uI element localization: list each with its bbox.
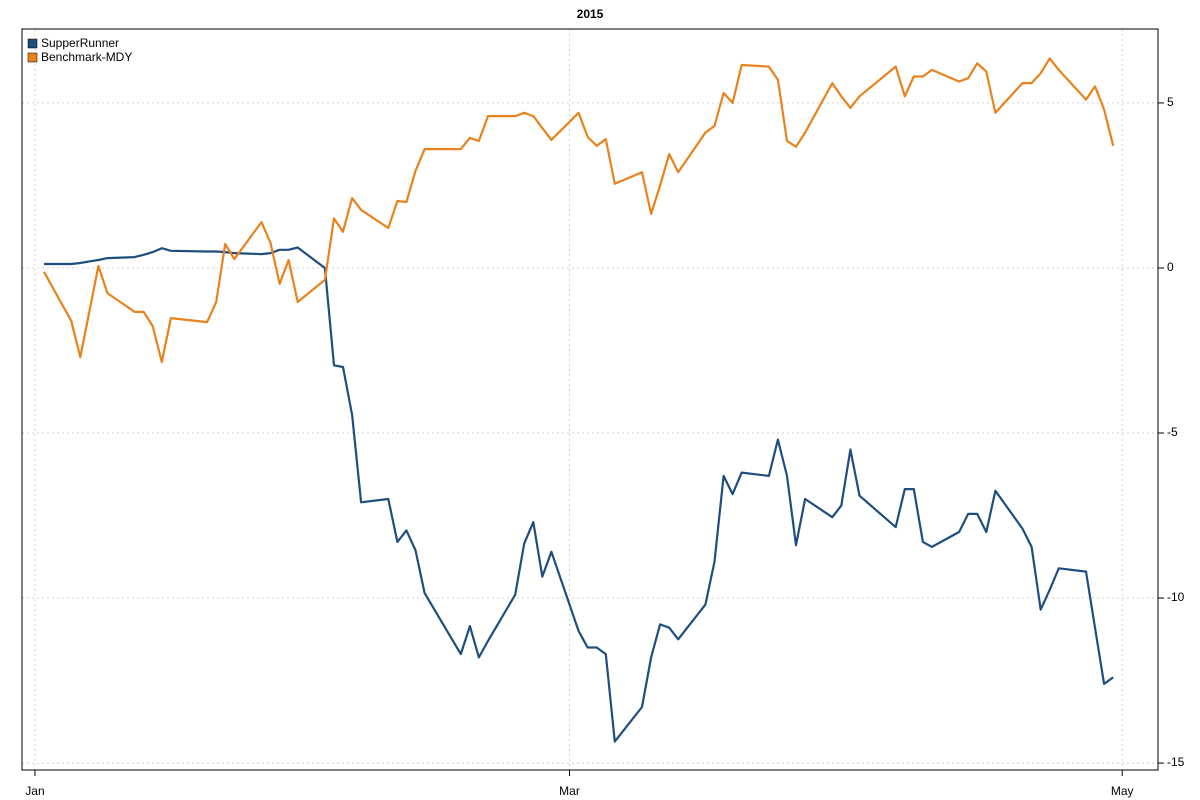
y-tick-label: -10 [1167, 590, 1185, 604]
x-tick-label: Jan [25, 784, 44, 798]
x-tick-label: May [1111, 784, 1134, 798]
y-tick-label: 5 [1167, 95, 1174, 109]
x-tick-label: Mar [559, 784, 580, 798]
plot-frame [21, 28, 1159, 771]
legend-swatch [27, 52, 38, 63]
legend-swatch [27, 38, 38, 49]
chart-title: 2015 [577, 7, 604, 21]
legend-label: Benchmark-MDY [41, 50, 132, 64]
y-tick-label: -5 [1167, 425, 1178, 439]
y-tick-label: 0 [1167, 260, 1174, 274]
series-line [43, 57, 1115, 364]
y-tick-label: -15 [1167, 755, 1185, 769]
legend-label: SupperRunner [41, 36, 119, 50]
